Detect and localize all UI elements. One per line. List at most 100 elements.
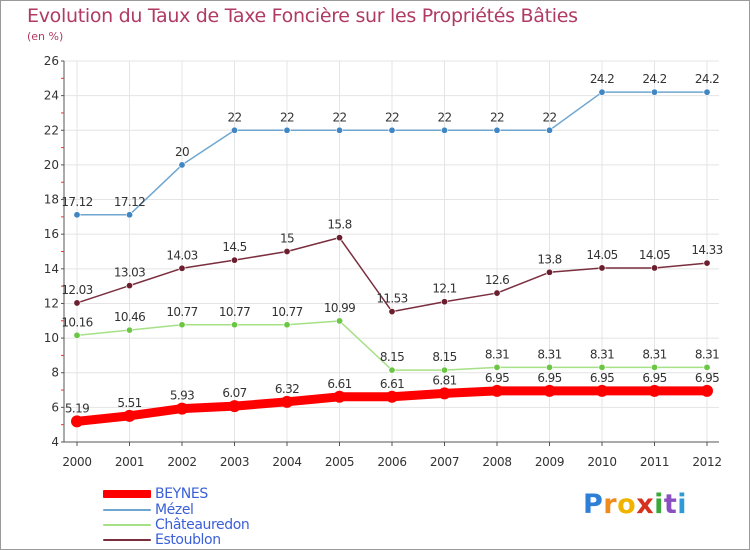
logo-letter: x xyxy=(636,489,655,520)
logo-letter: t xyxy=(663,489,678,520)
y-tick-label-12: 12 xyxy=(44,296,59,310)
point-estoublon-2012 xyxy=(703,259,711,267)
point-estoublon-2003 xyxy=(231,256,239,264)
data-label-estoublon-2010: 14.05 xyxy=(586,248,617,262)
point-estoublon-2001 xyxy=(126,282,134,290)
point-mezel-2000 xyxy=(73,211,81,219)
point-beynes-2000 xyxy=(71,415,83,428)
data-label-estoublon-2005: 15.8 xyxy=(327,218,351,232)
point-chateauredon-2001 xyxy=(126,326,134,334)
legend-swatch-chateauredon xyxy=(103,524,151,526)
logo-letter: P xyxy=(583,489,604,520)
data-label-chateauredon-2010: 8.31 xyxy=(590,347,614,361)
data-label-estoublon-2003: 14.5 xyxy=(222,240,246,254)
logo-letter: r xyxy=(603,489,618,520)
legend-item-chateauredon: Châteauredon xyxy=(103,517,250,533)
y-tick-label-20: 20 xyxy=(44,158,59,172)
point-mezel-2006 xyxy=(388,126,396,134)
data-label-chateauredon-2012: 8.31 xyxy=(695,347,719,361)
point-beynes-2009 xyxy=(543,384,556,397)
y-tick-label-6: 6 xyxy=(51,400,59,414)
data-label-mezel-2002: 20 xyxy=(175,145,189,159)
x-tick-label-2010: 2010 xyxy=(587,455,616,469)
x-tick-label-2005: 2005 xyxy=(325,455,354,469)
y-axis-unit-label: (en %) xyxy=(27,30,64,43)
point-chateauredon-2000 xyxy=(73,331,81,339)
logo-letter: i xyxy=(654,489,664,520)
data-label-beynes-2009: 6.95 xyxy=(537,371,561,385)
point-mezel-2011 xyxy=(650,88,658,96)
data-label-beynes-2011: 6.95 xyxy=(642,371,666,385)
data-label-mezel-2006: 22 xyxy=(385,110,399,124)
point-beynes-2007 xyxy=(438,387,451,400)
point-estoublon-2007 xyxy=(440,298,448,306)
x-tick-label-2007: 2007 xyxy=(430,455,459,469)
point-mezel-2010 xyxy=(598,88,606,96)
point-mezel-2005 xyxy=(335,126,343,134)
data-label-mezel-2008: 22 xyxy=(490,110,504,124)
point-beynes-2012 xyxy=(701,384,713,397)
legend-item-beynes: BEYNES xyxy=(103,486,208,502)
point-beynes-2006 xyxy=(386,390,398,403)
data-label-mezel-2007: 22 xyxy=(437,110,451,124)
legend-item-estoublon: Estoublon xyxy=(103,532,221,548)
point-beynes-2008 xyxy=(491,384,503,397)
data-label-chateauredon-2008: 8.31 xyxy=(485,347,509,361)
data-label-chateauredon-2003: 10.77 xyxy=(219,305,250,319)
x-tick-label-2012: 2012 xyxy=(692,455,721,469)
x-tick-label-2009: 2009 xyxy=(535,455,564,469)
data-label-mezel-2001: 17.12 xyxy=(114,195,145,209)
y-tick-label-26: 26 xyxy=(44,54,59,68)
point-chateauredon-2008 xyxy=(493,363,501,371)
y-tick-label-10: 10 xyxy=(44,331,59,345)
y-tick-label-22: 22 xyxy=(44,123,59,137)
legend-label-beynes: BEYNES xyxy=(155,486,208,502)
data-label-beynes-2007: 6.81 xyxy=(432,373,456,387)
point-estoublon-2006 xyxy=(388,308,396,316)
data-label-chateauredon-2001: 10.46 xyxy=(114,310,145,324)
data-label-beynes-2001: 5.51 xyxy=(117,396,141,410)
point-chateauredon-2002 xyxy=(178,321,186,329)
point-beynes-2001 xyxy=(123,409,136,422)
data-label-mezel-2004: 22 xyxy=(280,110,294,124)
point-mezel-2007 xyxy=(440,126,448,134)
y-tick-label-18: 18 xyxy=(44,193,59,207)
data-label-mezel-2000: 17.12 xyxy=(61,195,92,209)
x-tick-label-2006: 2006 xyxy=(377,455,406,469)
x-tick-label-2008: 2008 xyxy=(482,455,511,469)
point-beynes-2005 xyxy=(333,390,346,403)
point-chateauredon-2005 xyxy=(335,317,343,325)
data-label-chateauredon-2004: 10.77 xyxy=(271,305,302,319)
data-label-mezel-2012: 24.2 xyxy=(695,72,719,86)
data-label-chateauredon-2009: 8.31 xyxy=(537,347,561,361)
point-chateauredon-2004 xyxy=(283,321,291,329)
data-label-beynes-2010: 6.95 xyxy=(590,371,614,385)
point-beynes-2004 xyxy=(281,395,293,408)
data-label-beynes-2012: 6.95 xyxy=(695,371,719,385)
legend-label-chateauredon: Châteauredon xyxy=(155,517,250,533)
logo-letter: o xyxy=(617,489,637,520)
x-tick-label-2003: 2003 xyxy=(220,455,249,469)
data-label-mezel-2003: 22 xyxy=(227,110,241,124)
y-tick-label-4: 4 xyxy=(51,435,59,449)
point-beynes-2002 xyxy=(176,402,188,415)
legend-swatch-mezel xyxy=(103,509,151,511)
data-label-chateauredon-2011: 8.31 xyxy=(642,347,666,361)
point-beynes-2010 xyxy=(596,384,608,397)
data-label-beynes-2008: 6.95 xyxy=(485,371,509,385)
data-label-beynes-2002: 5.93 xyxy=(170,389,194,403)
y-tick-label-14: 14 xyxy=(44,262,59,276)
data-label-estoublon-2000: 12.03 xyxy=(61,283,92,297)
point-chateauredon-2012 xyxy=(703,363,711,371)
data-label-mezel-2009: 22 xyxy=(542,110,556,124)
legend-swatch-beynes xyxy=(103,490,151,498)
point-chateauredon-2003 xyxy=(231,321,239,329)
point-mezel-2009 xyxy=(545,126,553,134)
data-label-estoublon-2002: 14.03 xyxy=(166,248,197,262)
data-label-estoublon-2007: 12.1 xyxy=(432,282,456,296)
data-label-beynes-2004: 6.32 xyxy=(275,382,299,396)
legend-label-mezel: Mézel xyxy=(155,502,194,518)
point-estoublon-2002 xyxy=(178,264,186,272)
